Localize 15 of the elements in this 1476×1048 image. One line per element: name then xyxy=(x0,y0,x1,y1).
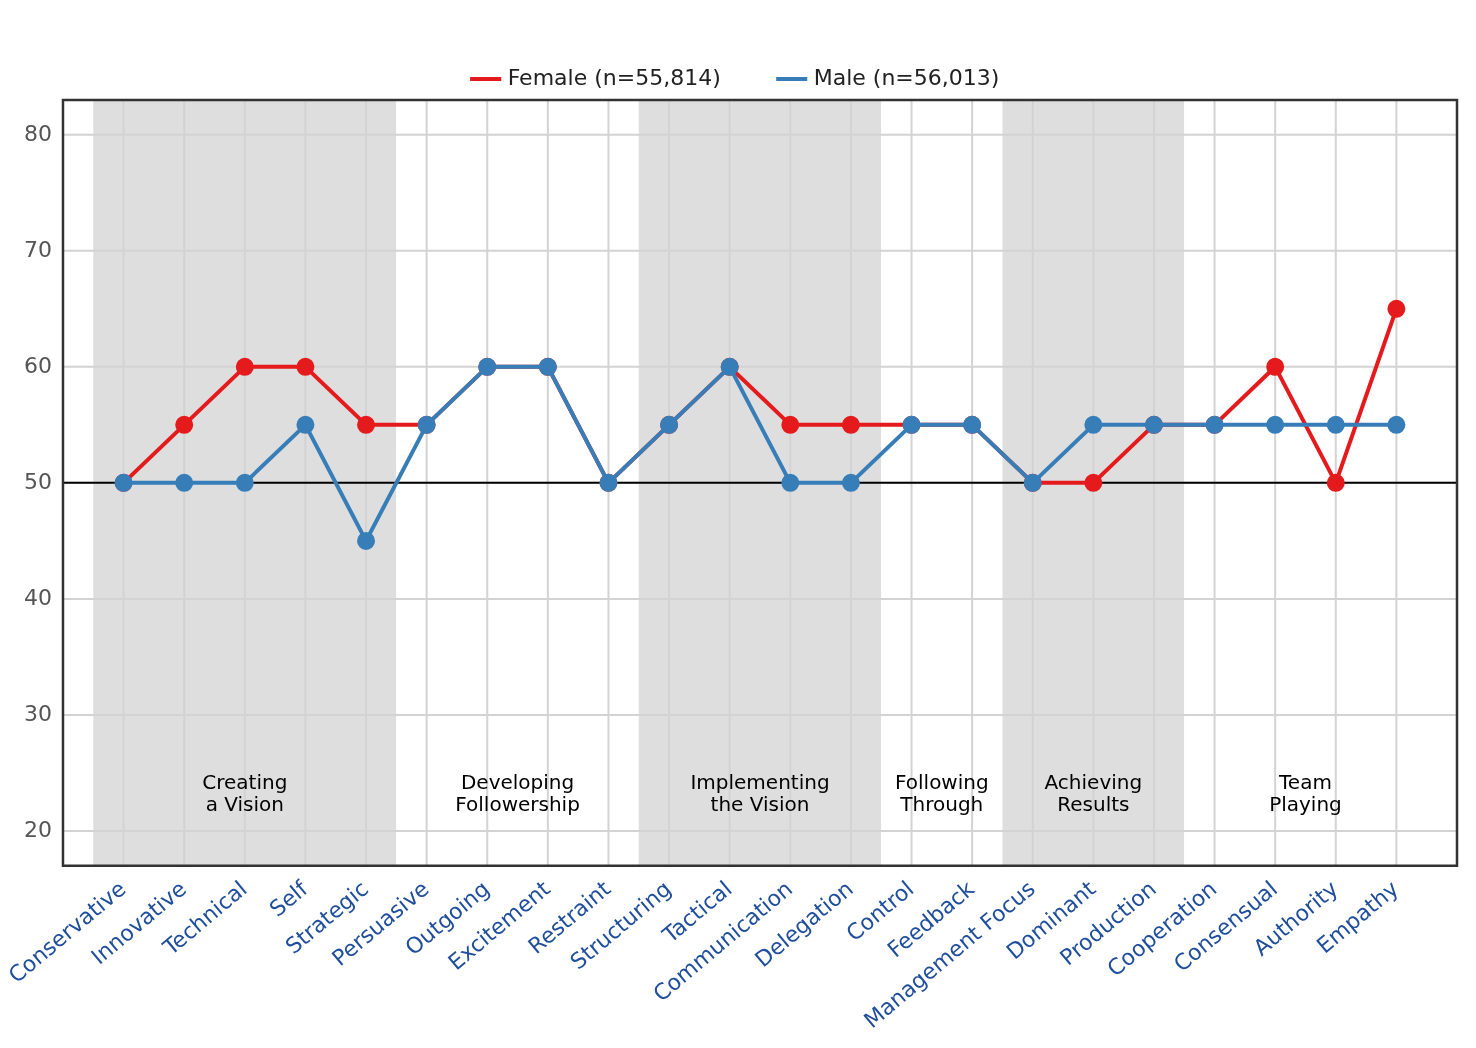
band-label: Developing Followership xyxy=(455,769,580,816)
y-tick-label: 20 xyxy=(23,816,52,842)
y-tick-label: 40 xyxy=(23,584,52,610)
band-label: Implementing the Vision xyxy=(690,769,830,816)
band-label: Team Playing xyxy=(1269,769,1342,816)
band-label: Achieving Results xyxy=(1044,769,1143,816)
band-label: Following Through xyxy=(894,769,989,816)
legend-label: Male (n=56,013) xyxy=(813,64,1000,90)
y-tick-label: 70 xyxy=(23,236,52,262)
y-tick-label: 60 xyxy=(23,352,52,378)
legend-label: Female (n=55,814) xyxy=(507,64,721,90)
y-tick-label: 80 xyxy=(23,120,52,146)
band-label: Creating a Vision xyxy=(202,769,288,816)
y-tick-label: 50 xyxy=(23,468,52,494)
y-tick-label: 30 xyxy=(23,700,52,726)
